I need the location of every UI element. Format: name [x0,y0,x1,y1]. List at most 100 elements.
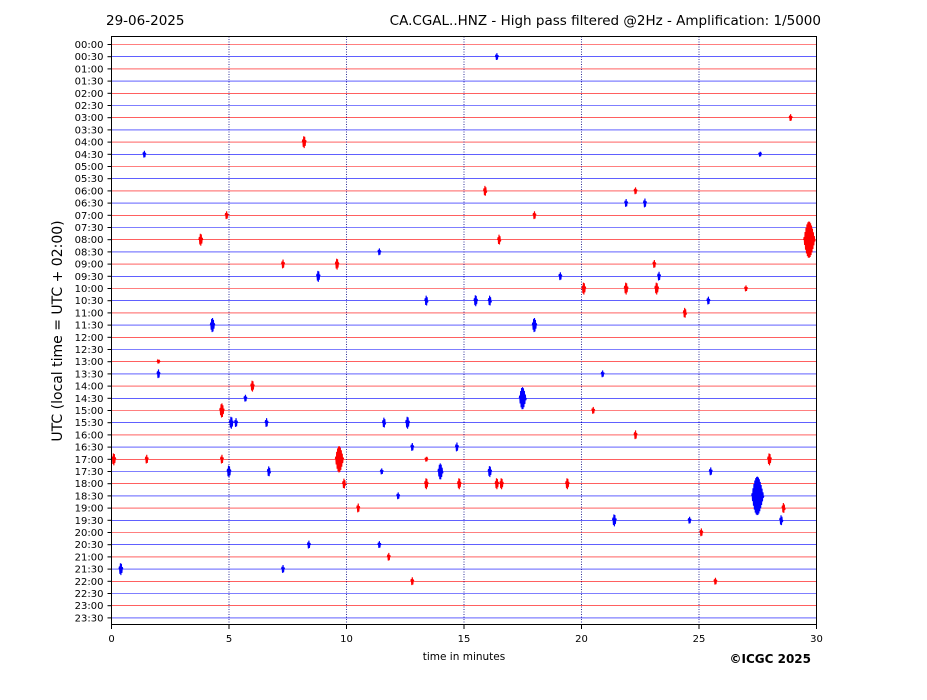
seismic-event [377,248,382,256]
y-tick-label: 22:00 [75,577,104,588]
seismic-event [264,418,269,427]
copyright-label: ©ICGC 2025 [729,652,811,666]
y-tick-label: 18:30 [75,491,104,502]
x-axis-label: time in minutes [423,651,505,663]
vertical-gridlines [228,36,700,625]
x-tick-label: 5 [226,634,232,645]
seismic-event [565,478,570,490]
seismic-event [209,318,216,333]
seismic-event [497,234,502,245]
seismic-event [624,199,629,207]
y-tick-label: 19:30 [75,516,104,527]
seismic-event [581,282,587,295]
seismic-event [156,369,161,379]
seismic-event [657,271,662,281]
y-tick-label: 23:30 [75,613,104,624]
seismic-event [377,541,382,549]
seismic-event [652,260,657,268]
x-tick-label: 20 [575,634,588,645]
y-tick-label: 04:00 [75,138,104,149]
seismic-event [611,514,617,527]
y-tick-label: 16:30 [75,443,104,454]
y-tick-label: 07:30 [75,223,104,234]
y-tick-label: 08:00 [75,235,104,246]
y-tick-label: 14:00 [75,382,104,393]
seismic-event [424,456,429,462]
seismic-event [781,503,786,513]
seismic-event [483,185,488,196]
seismic-event [487,295,492,306]
y-tick-label: 14:30 [75,394,104,405]
seismic-event [518,387,527,410]
y-tick-label: 17:30 [75,467,104,478]
seismic-event [111,453,117,466]
y-tick-label: 05:30 [75,174,104,185]
y-tick-label: 06:00 [75,186,104,197]
y-tick-label: 00:00 [75,40,104,51]
seismic-event [424,478,429,490]
seismic-event [342,478,347,489]
seismic-event [144,454,149,464]
y-tick-label: 04:30 [75,150,104,161]
seismic-event [250,380,255,392]
seismic-event [633,430,638,440]
y-tick-label: 05:00 [75,162,104,173]
y-tick-label: 13:00 [75,357,104,368]
seismic-event [281,259,286,269]
y-tick-label: 11:00 [75,308,104,319]
seismic-event [532,211,537,220]
seismic-event [281,565,286,573]
seismic-event [234,418,239,427]
y-tick-label: 17:00 [75,455,104,466]
seismic-event [315,270,321,282]
seismic-event [334,258,340,270]
date-label: 29-06-2025 [106,13,184,29]
seismic-event [381,417,387,428]
seismic-event [633,187,638,195]
x-tick-label: 10 [340,634,353,645]
y-tick-label: 09:00 [75,260,104,271]
seismic-event [454,442,459,452]
seismic-event [356,503,361,513]
seismic-event [306,540,311,549]
y-tick-label: 15:30 [75,418,104,429]
seismic-event [623,282,629,295]
y-tick-label: 21:00 [75,552,104,563]
y-tick-label: 12:00 [75,333,104,344]
seismic-event [642,198,647,208]
seismic-event [396,492,401,500]
y-tick-label: 23:00 [75,601,104,612]
seismic-event [198,233,204,246]
seismic-event [424,295,429,306]
x-axis: 0 5 10 15 20 25 30 [108,624,823,645]
seismic-event [379,468,384,475]
seismic-event [301,136,307,149]
seismic-event [410,577,415,586]
seismic-event [803,221,816,258]
y-tick-label: 11:30 [75,321,104,332]
seismic-event [708,467,713,476]
seismic-event [687,516,692,524]
seismic-event [591,406,596,414]
y-tick-label: 15:00 [75,406,104,417]
seismic-event [487,466,493,478]
seismic-event [219,403,225,418]
seismic-event [767,453,772,466]
chart-title: CA.CGAL..HNZ - High pass filtered @2Hz -… [390,13,821,29]
seismic-event [600,370,605,378]
y-axis-label: UTC (local time = UTC + 02:00) [50,220,66,441]
y-tick-label: 06:30 [75,199,104,210]
seismic-event [494,478,500,490]
seismic-event [405,416,411,429]
x-tick-label: 0 [108,634,114,645]
y-tick-label: 20:00 [75,528,104,539]
seismic-event [473,295,479,307]
seismic-event [682,307,688,318]
seismic-event [654,282,660,295]
y-tick-label: 16:00 [75,430,104,441]
x-tick-label: 25 [693,634,706,645]
seismic-event [142,150,147,158]
